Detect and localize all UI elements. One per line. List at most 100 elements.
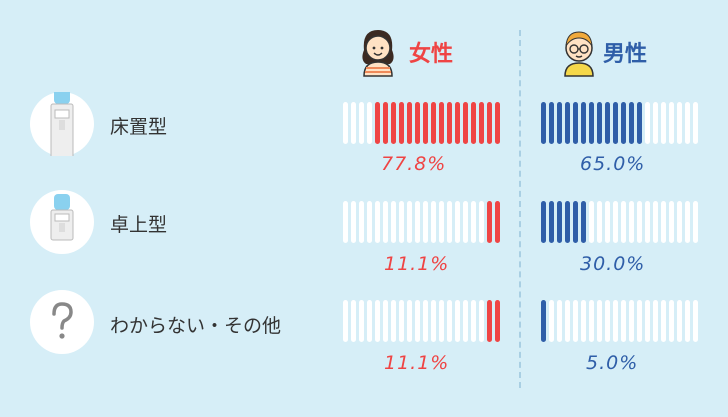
bar-segment bbox=[447, 102, 452, 144]
bar-segment bbox=[367, 102, 372, 144]
bar-segment bbox=[439, 201, 444, 243]
bar-segment bbox=[471, 300, 476, 342]
bar-segment bbox=[415, 300, 420, 342]
bar-segment bbox=[621, 300, 626, 342]
bar-segment bbox=[423, 201, 428, 243]
bar-segment bbox=[653, 102, 658, 144]
bar-segment bbox=[661, 201, 666, 243]
column-divider bbox=[519, 30, 521, 388]
bar-segment bbox=[495, 201, 500, 243]
row-icon-tabletop bbox=[30, 190, 94, 254]
bar-segment bbox=[351, 300, 356, 342]
bar-segment bbox=[541, 102, 546, 144]
bar-segment bbox=[407, 300, 412, 342]
bar-segment bbox=[375, 300, 380, 342]
bar-segment bbox=[693, 102, 698, 144]
bar-segment bbox=[455, 300, 460, 342]
male-header-label: 男性 bbox=[603, 42, 648, 67]
bar-segment bbox=[637, 300, 642, 342]
bar-segment bbox=[463, 102, 468, 144]
bar-segment bbox=[613, 300, 618, 342]
bar-segment bbox=[471, 102, 476, 144]
bar-segment bbox=[549, 102, 554, 144]
bar-segment bbox=[661, 102, 666, 144]
bar-segment bbox=[693, 201, 698, 243]
bar-segment bbox=[629, 102, 634, 144]
bar-segment bbox=[455, 102, 460, 144]
row-icon-other bbox=[30, 290, 94, 354]
bar-segment bbox=[677, 300, 682, 342]
bar-segment bbox=[343, 201, 348, 243]
bar-segment bbox=[589, 300, 594, 342]
bar-segment bbox=[565, 102, 570, 144]
bar-segment bbox=[541, 300, 546, 342]
bar-segment bbox=[367, 300, 372, 342]
bar-segment bbox=[557, 102, 562, 144]
bar-segment bbox=[423, 300, 428, 342]
bar-segment bbox=[415, 102, 420, 144]
bar-segment bbox=[621, 102, 626, 144]
bar-segment bbox=[463, 300, 468, 342]
bar-segment bbox=[613, 201, 618, 243]
row-icon-floor bbox=[30, 86, 94, 161]
bar-segment bbox=[431, 102, 436, 144]
category-label-3: わからない・その他 bbox=[110, 315, 282, 337]
bar-segment bbox=[375, 201, 380, 243]
bar-segment bbox=[391, 300, 396, 342]
bar-segment bbox=[479, 102, 484, 144]
bar-segment bbox=[557, 201, 562, 243]
bar-segment bbox=[487, 300, 492, 342]
tabletop-water-server-icon bbox=[50, 194, 74, 241]
bar-segment bbox=[471, 201, 476, 243]
bar-segment bbox=[359, 300, 364, 342]
bar-segment bbox=[541, 201, 546, 243]
bar-segment bbox=[359, 102, 364, 144]
bar-segment bbox=[573, 300, 578, 342]
bar-segment bbox=[661, 300, 666, 342]
female-avatar-icon bbox=[356, 26, 400, 78]
category-label-2: 卓上型 bbox=[110, 214, 168, 236]
bar-segment bbox=[669, 201, 674, 243]
bar-segment bbox=[391, 102, 396, 144]
bar-segment bbox=[557, 300, 562, 342]
female-pct-2: 11.1% bbox=[384, 253, 450, 275]
bar-segment bbox=[645, 300, 650, 342]
bar-segment bbox=[463, 201, 468, 243]
bar-segment bbox=[367, 201, 372, 243]
bar-segment bbox=[455, 201, 460, 243]
bar-segment bbox=[685, 102, 690, 144]
category-label-1: 床置型 bbox=[110, 116, 168, 138]
bar-segment bbox=[605, 201, 610, 243]
bar-segment bbox=[637, 102, 642, 144]
bar-segment bbox=[621, 201, 626, 243]
bar-segment bbox=[415, 201, 420, 243]
male-pct-1: 65.0% bbox=[580, 153, 646, 175]
female-pct-1: 77.8% bbox=[381, 153, 447, 175]
bar-segment bbox=[399, 102, 404, 144]
bar-segment bbox=[375, 102, 380, 144]
bar-segment bbox=[597, 102, 602, 144]
bar-segment bbox=[407, 201, 412, 243]
bar-segment bbox=[677, 201, 682, 243]
bar-segment bbox=[431, 300, 436, 342]
bar-segment bbox=[693, 300, 698, 342]
bar-segment bbox=[351, 201, 356, 243]
bar-segment bbox=[581, 201, 586, 243]
question-icon bbox=[52, 302, 73, 339]
bar-segment bbox=[447, 201, 452, 243]
bar-segment bbox=[581, 300, 586, 342]
bar-segment bbox=[479, 201, 484, 243]
floor-water-server-icon bbox=[50, 86, 74, 161]
bar-segment bbox=[645, 201, 650, 243]
bar-segment bbox=[653, 201, 658, 243]
bar-segment bbox=[573, 201, 578, 243]
bar-segment bbox=[549, 201, 554, 243]
bar-segment bbox=[487, 102, 492, 144]
male-pct-2: 30.0% bbox=[580, 253, 646, 275]
bar-segment bbox=[487, 201, 492, 243]
bar-segment bbox=[383, 102, 388, 144]
male-avatar-icon bbox=[557, 26, 601, 78]
bar-segment bbox=[669, 102, 674, 144]
bar-segment bbox=[685, 201, 690, 243]
bar-segment bbox=[581, 102, 586, 144]
